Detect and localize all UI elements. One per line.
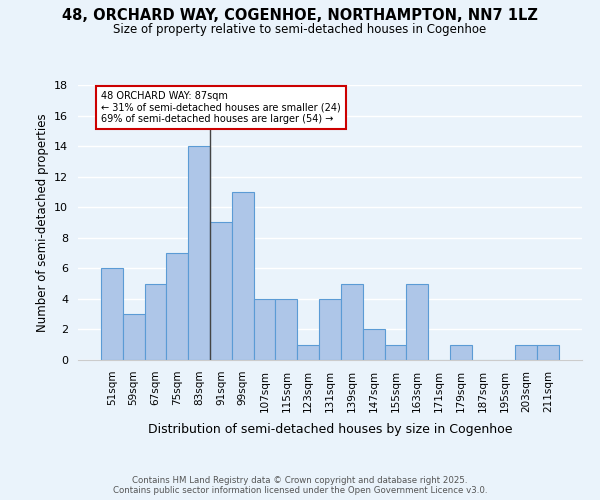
- Bar: [537, 344, 559, 360]
- Bar: [297, 344, 319, 360]
- Bar: [210, 222, 232, 360]
- Bar: [275, 299, 297, 360]
- Bar: [341, 284, 363, 360]
- Bar: [363, 330, 385, 360]
- Bar: [406, 284, 428, 360]
- Text: 48 ORCHARD WAY: 87sqm
← 31% of semi-detached houses are smaller (24)
69% of semi: 48 ORCHARD WAY: 87sqm ← 31% of semi-deta…: [101, 91, 341, 124]
- Bar: [450, 344, 472, 360]
- Bar: [385, 344, 406, 360]
- Text: Size of property relative to semi-detached houses in Cogenhoe: Size of property relative to semi-detach…: [113, 22, 487, 36]
- Bar: [145, 284, 166, 360]
- Text: Distribution of semi-detached houses by size in Cogenhoe: Distribution of semi-detached houses by …: [148, 422, 512, 436]
- Bar: [123, 314, 145, 360]
- Text: 48, ORCHARD WAY, COGENHOE, NORTHAMPTON, NN7 1LZ: 48, ORCHARD WAY, COGENHOE, NORTHAMPTON, …: [62, 8, 538, 22]
- Text: Contains HM Land Registry data © Crown copyright and database right 2025.
Contai: Contains HM Land Registry data © Crown c…: [113, 476, 487, 495]
- Y-axis label: Number of semi-detached properties: Number of semi-detached properties: [35, 113, 49, 332]
- Bar: [232, 192, 254, 360]
- Bar: [254, 299, 275, 360]
- Bar: [166, 253, 188, 360]
- Bar: [101, 268, 123, 360]
- Bar: [319, 299, 341, 360]
- Bar: [515, 344, 537, 360]
- Bar: [188, 146, 210, 360]
